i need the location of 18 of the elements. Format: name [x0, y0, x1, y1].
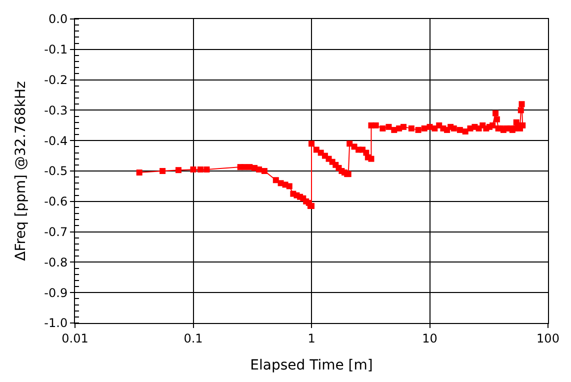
y-tick-label: -0.7 — [44, 225, 68, 239]
x-tick-label: 10 — [422, 331, 438, 346]
x-tick-label: 1 — [308, 331, 316, 346]
y-tick-label: -0.4 — [44, 134, 68, 148]
x-tick-label: 100 — [536, 331, 560, 346]
x-axis-title: Elapsed Time [m] — [250, 358, 373, 374]
x-tick-label: 0.01 — [62, 331, 88, 346]
y-tick-label: -0.2 — [44, 73, 68, 87]
x-tick-label: 0.1 — [184, 331, 203, 346]
y-tick-label: -0.1 — [44, 42, 68, 57]
y-tick-label: -0.5 — [44, 164, 68, 178]
y-axis-title: ΔFreq [ppm] @32.768kHz — [12, 81, 29, 261]
y-tick-label: -1.0 — [44, 316, 68, 330]
y-tick-label: -0.8 — [44, 255, 68, 270]
y-tick-label: -0.3 — [44, 103, 68, 118]
y-tick-label: -0.6 — [44, 194, 68, 209]
y-tick-label: -0.9 — [44, 286, 68, 300]
y-tick-label: 0.0 — [48, 12, 68, 26]
